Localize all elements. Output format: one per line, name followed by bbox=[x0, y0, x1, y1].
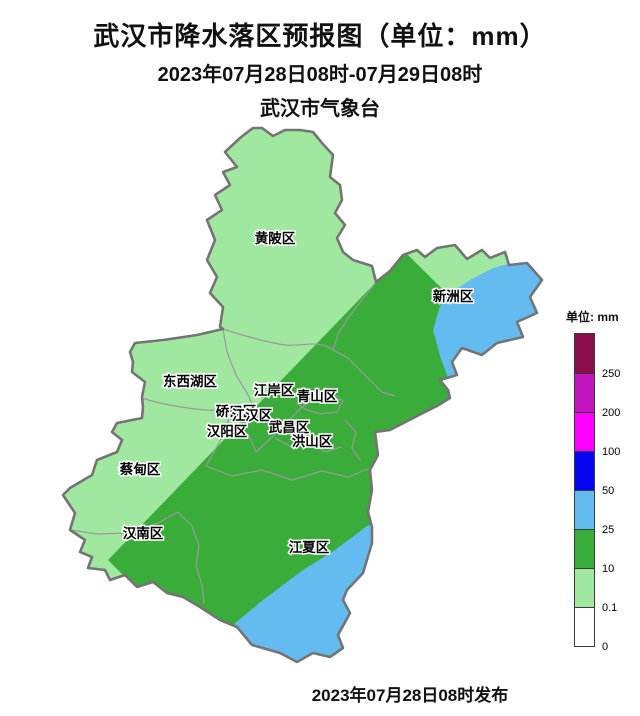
district-label: 江岸区 bbox=[254, 382, 295, 398]
legend-color-bar: 250 200 100 50 25 10 0.1 0 bbox=[574, 333, 620, 653]
district-label: 东西湖区 bbox=[163, 373, 217, 389]
legend-threshold-label: 0 bbox=[602, 641, 609, 653]
legend-block: 250 bbox=[575, 334, 620, 380]
district-label: 武昌区 bbox=[269, 419, 310, 435]
legend-threshold-label: 250 bbox=[602, 368, 621, 380]
district-label: 江汉区 bbox=[232, 407, 273, 423]
issue-time: 2023年07月28日08时发布 bbox=[311, 686, 509, 705]
district-label: 新洲区 bbox=[433, 288, 474, 304]
legend-threshold-label: 200 bbox=[602, 407, 621, 419]
legend-threshold-label: 0.1 bbox=[602, 602, 618, 614]
district-label: 汉阳区 bbox=[207, 424, 248, 439]
legend-threshold-label: 100 bbox=[602, 446, 621, 458]
legend-block: 50 bbox=[575, 451, 614, 497]
legend-threshold-label: 10 bbox=[602, 563, 615, 575]
legend-block: 10 bbox=[575, 529, 614, 575]
district-label: 青山区 bbox=[297, 388, 338, 404]
district-label: 江夏区 bbox=[289, 539, 330, 555]
district-label: 硚口区 bbox=[216, 404, 257, 419]
legend-block: 200 bbox=[575, 373, 620, 419]
zone-moderate-rain bbox=[108, 252, 542, 662]
precipitation-legend: 单位: mm 250 200 100 50 25 10 0.1 0 bbox=[566, 308, 620, 653]
page-title: 武汉市降水落区预报图（单位：mm） bbox=[93, 21, 547, 51]
legend-block: 100 bbox=[575, 412, 620, 458]
legend-block: 0 bbox=[575, 607, 608, 653]
legend-block: 0.1 bbox=[575, 568, 617, 614]
issuing-agency: 武汉市气象台 bbox=[260, 98, 380, 120]
legend-threshold-label: 50 bbox=[602, 485, 615, 497]
district-label: 蔡甸区 bbox=[119, 461, 161, 477]
forecast-period: 2023年07月28日08时-07月29日08时 bbox=[157, 64, 483, 86]
legend-title: 单位: mm bbox=[566, 310, 619, 324]
district-label: 汉南区 bbox=[123, 525, 164, 541]
district-label: 黄陂区 bbox=[255, 230, 296, 246]
district-boundaries bbox=[69, 281, 396, 604]
legend-threshold-label: 25 bbox=[602, 524, 615, 536]
legend-block: 25 bbox=[575, 490, 614, 536]
district-label: 洪山区 bbox=[292, 433, 333, 449]
